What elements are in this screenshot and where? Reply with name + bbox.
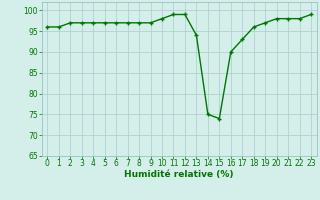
X-axis label: Humidité relative (%): Humidité relative (%) bbox=[124, 170, 234, 179]
